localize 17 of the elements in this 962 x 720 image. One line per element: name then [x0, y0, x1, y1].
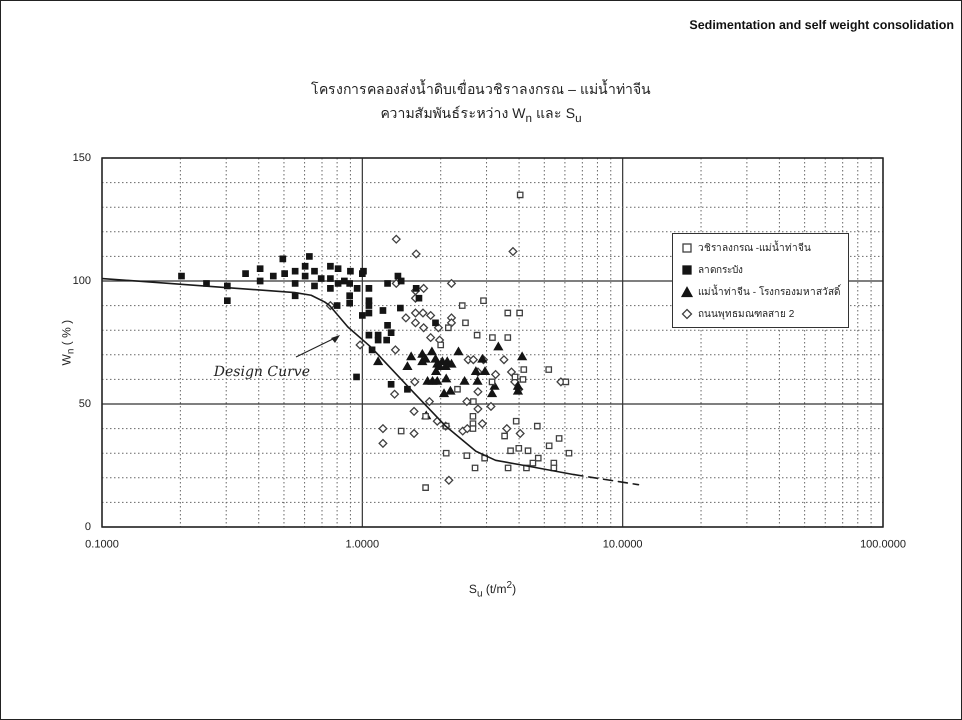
legend-label: ถนนพุทธมณฑลสาย 2 [698, 308, 794, 321]
text: Sedimentation and self weight consolidation [689, 18, 954, 32]
legend-label: วชิราลงกรณ -แม่น้ำท่าจีน [698, 240, 812, 255]
x-tick-label: 10.0000 [602, 538, 643, 551]
x-axis-title: S$_{u}$ (t/m$^{2}$) [468, 580, 518, 600]
y-tick-label: 50 [78, 398, 91, 410]
y-tick-label: 150 [72, 152, 91, 164]
x-tick-label: 100.0000 [860, 538, 906, 551]
x-tick-label: 0.1000 [85, 538, 119, 551]
legend-label: แม่น้ำท่าจีน - โรงกรองมหาสวัสดิ์ [698, 284, 840, 299]
annotation: Design Curve [212, 364, 310, 380]
chart-title: โครงการคลองส่งน้ำดิบเขื่อนวชิราลงกรณ – แม่น้ำท่าจีน [310, 78, 652, 99]
y-tick-label: 100 [72, 275, 91, 288]
legend-label: ลาดกระบัง [698, 264, 743, 277]
chart-subtitle: ความสัมพันธ์ระหว่าง W$_{n}$ และ S$_{u}$ [379, 104, 583, 125]
y-tick-label: 0 [84, 521, 91, 534]
x-tick-label: 1.0000 [346, 538, 380, 551]
